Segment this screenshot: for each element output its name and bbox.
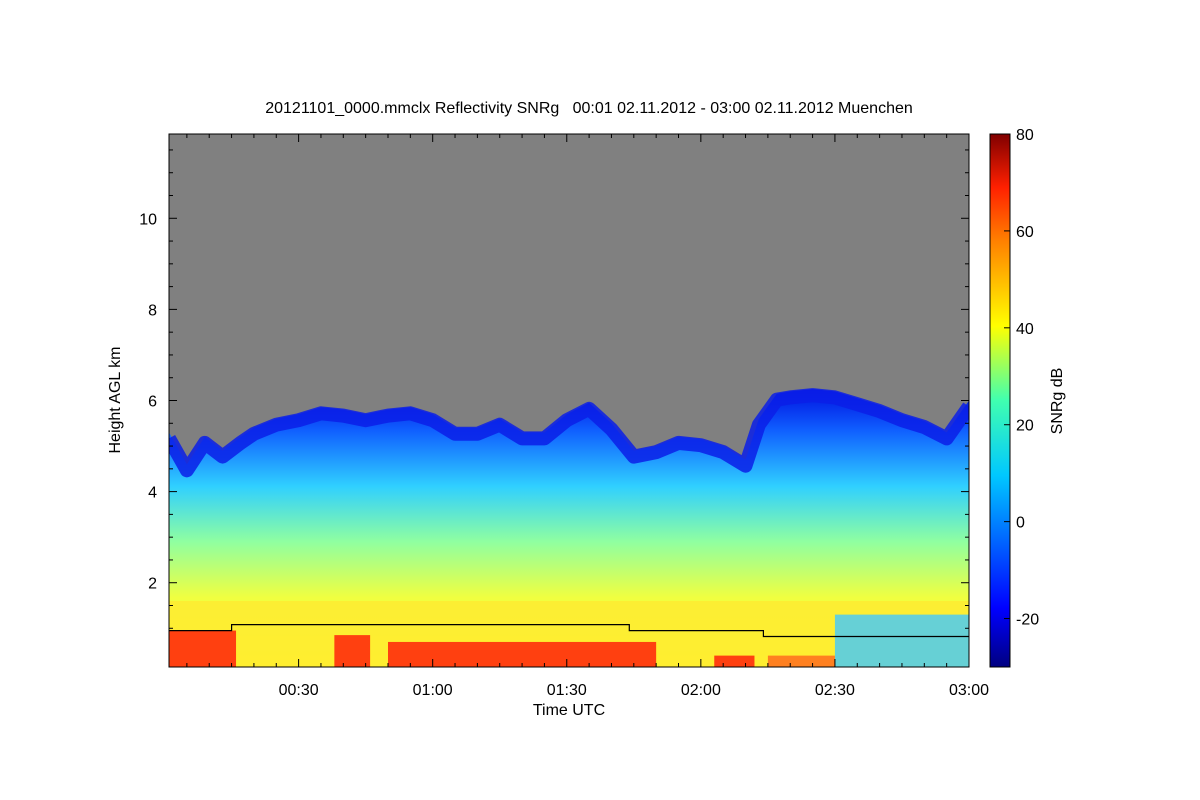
mixing-layer-line	[169, 624, 969, 638]
colorbar-tick-label: 0	[1016, 515, 1025, 532]
x-axis: 00:30 01:00 01:30 02:00 02:30 03:00	[186, 134, 989, 699]
x-tick-label: 00:30	[279, 682, 319, 699]
y-axis-label: Height AGL km	[107, 346, 124, 453]
colorbar-tick-label: -20	[1016, 612, 1039, 629]
surface-echo-segment	[714, 655, 755, 667]
surface-echo-layer	[169, 600, 969, 667]
y-tick-label: 6	[148, 394, 157, 411]
x-axis-label: Time UTC	[533, 702, 605, 719]
y-axis: 2 4 6 8 10	[139, 149, 969, 629]
surface-echo-segment	[334, 635, 371, 667]
plot-area	[169, 134, 969, 667]
weak-echo-patch	[834, 614, 969, 667]
x-tick-label: 03:00	[949, 682, 989, 699]
y-tick-label: 8	[148, 302, 157, 319]
cloud-top-edge	[169, 388, 969, 478]
colorbar	[989, 133, 1011, 668]
x-tick-label: 01:00	[413, 682, 453, 699]
x-tick-label: 01:30	[547, 682, 587, 699]
y-tick-label: 2	[148, 576, 157, 593]
colorbar-tick-label: 80	[1016, 127, 1034, 144]
y-tick-label: 10	[139, 211, 157, 228]
y-tick-label: 4	[148, 485, 157, 502]
colorbar-label: SNRg dB	[1049, 368, 1066, 435]
surface-echo-segment	[169, 630, 237, 667]
cloud-echo-area	[169, 389, 969, 667]
chart-title: 20121101_0000.mmclx Reflectivity SNRg 00…	[265, 100, 913, 117]
x-tick-label: 02:00	[681, 682, 721, 699]
colorbar-tick-label: 40	[1016, 321, 1034, 338]
colorbar-tick-label: 20	[1016, 418, 1034, 435]
colorbar-tick-label: 60	[1016, 224, 1034, 241]
x-tick-label: 02:30	[815, 682, 855, 699]
colorbar-ticks: -20 0 20 40 60 80	[1004, 127, 1039, 629]
surface-echo-segment	[767, 655, 835, 667]
